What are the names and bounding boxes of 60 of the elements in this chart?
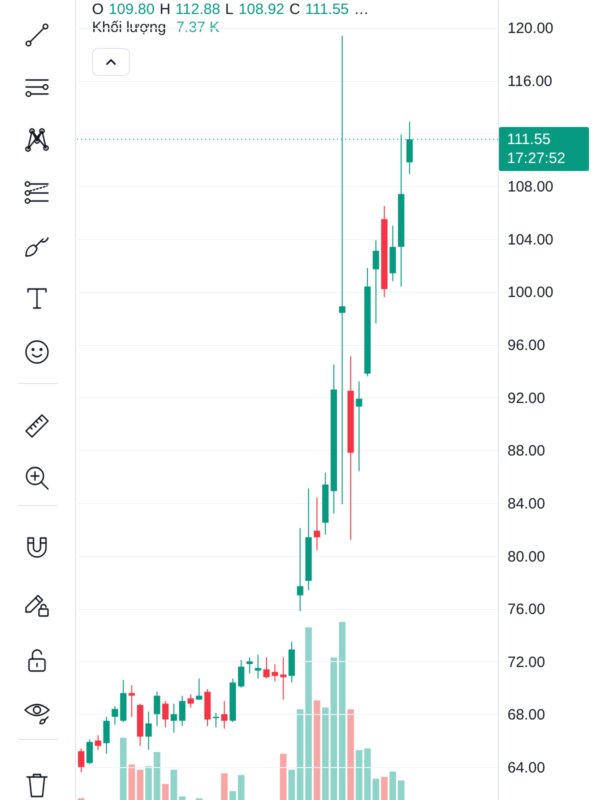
bar [170,770,178,800]
candlestick [196,678,202,700]
candlestick [145,711,152,750]
bar [280,754,287,800]
y-tick-label: 76.00 [508,601,546,618]
bar [314,700,320,800]
bar [128,764,136,800]
candlestick [238,660,244,688]
bar [305,627,312,800]
candlestick [112,706,118,726]
candlestick [86,738,93,765]
y-tick-label: 68.00 [508,706,546,724]
text: O 109.80 H 112.88 L 108.92 C 111.55 … [92,1,369,18]
bar [229,791,236,800]
candlestick [187,694,194,708]
bar [322,707,329,800]
y-tick-label: 84.00 [508,495,546,512]
bar [288,770,296,800]
y-tick-label: 96.00 [508,337,546,354]
bar [221,773,228,800]
bar [381,776,388,800]
bar [338,622,346,800]
candlestick [94,734,102,750]
candlestick [246,656,253,674]
y-tick-label: 64.00 [508,759,546,776]
candlestick [179,695,186,727]
bar [296,709,304,800]
candlestick [103,716,110,754]
bar [120,738,127,800]
bar [238,775,244,800]
y-tick-label: 88.00 [508,442,546,460]
ref-line-label: 111.55 [507,130,551,150]
y-tick-label: 72.00 [508,654,546,671]
candlestick [314,497,320,551]
candlestick [170,703,178,734]
candlestick [372,240,380,324]
bar [178,796,186,800]
candlestick [78,748,84,773]
y-tick-label: 80.00 [508,548,546,566]
candlestick [162,700,169,728]
candlestick [296,528,304,612]
candlestick [280,656,286,700]
candlestick [154,691,160,727]
candlestick [128,684,135,718]
y-tick-label: 92.00 [508,390,546,407]
bar [398,780,404,800]
candlestick [272,664,278,682]
bar [330,658,338,800]
y-tick-label: 100.00 [508,284,554,302]
y-tick-label: 116.00 [508,73,552,90]
bar [389,772,396,800]
text: 17:27:52 [507,149,566,168]
y-tick-label: 104.00 [508,231,554,248]
bar [347,709,354,800]
y-tick-label: 120.00 [508,20,554,38]
candlestick [221,700,228,730]
y-tick-label: 108.00 [508,178,554,196]
bar [162,784,169,800]
candlestick [356,381,362,472]
bar [136,770,144,800]
